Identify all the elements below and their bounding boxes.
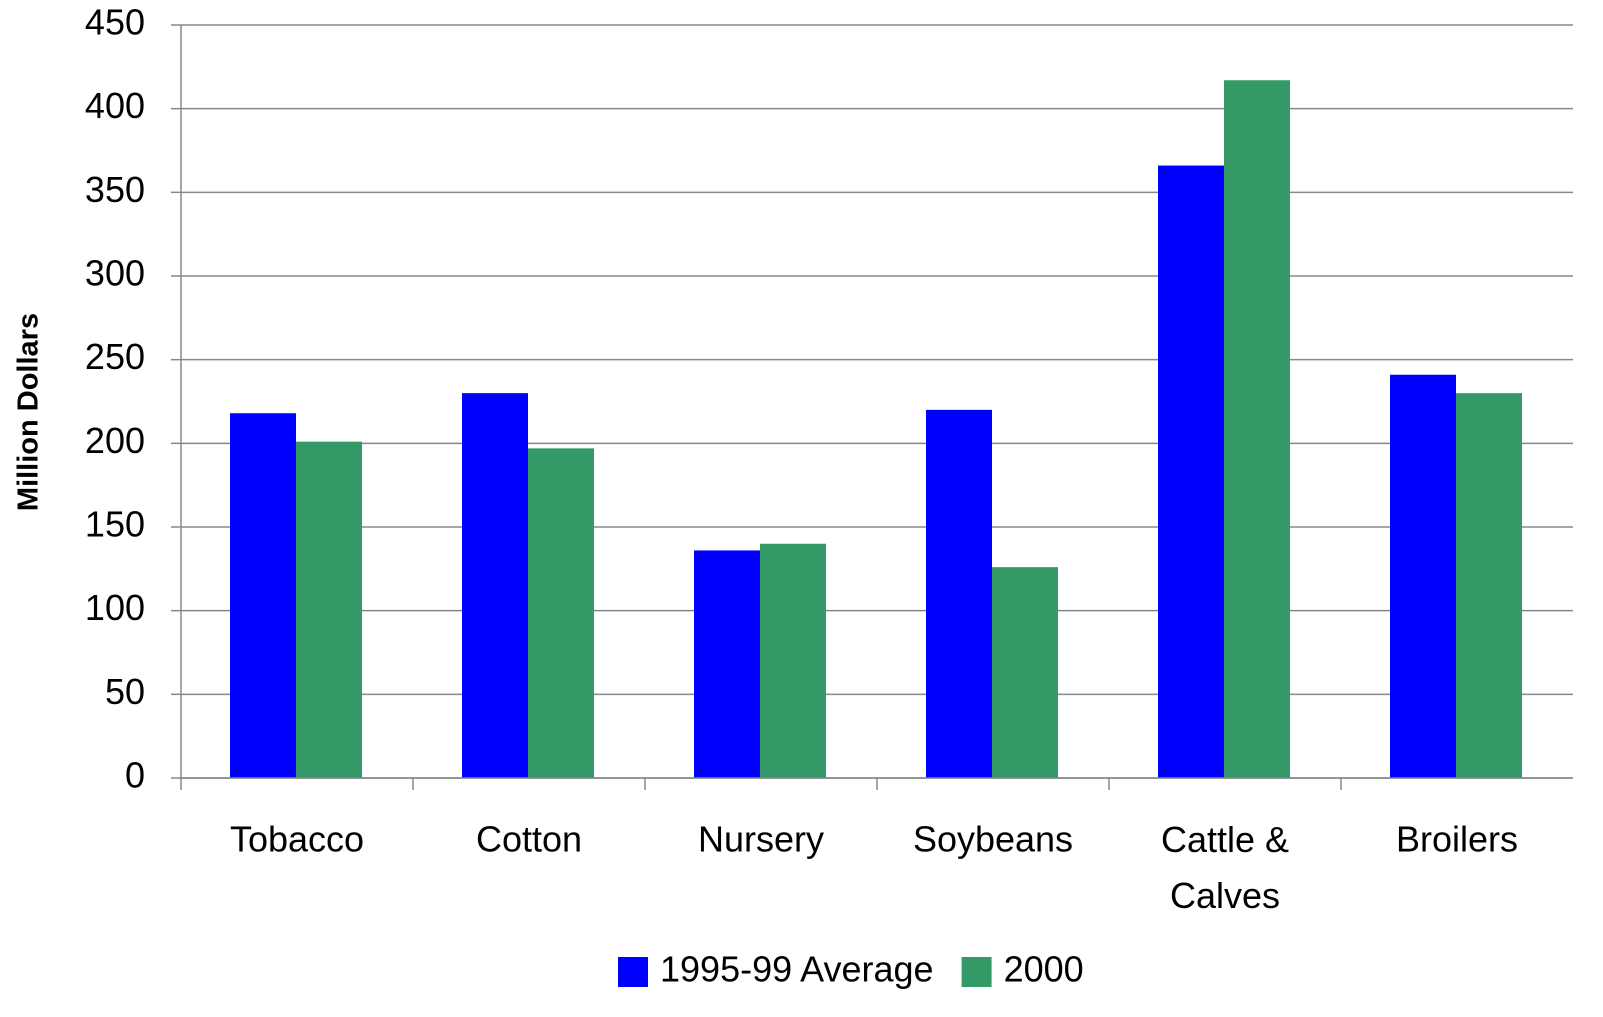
y-tick-label: 100	[85, 587, 145, 628]
bar	[694, 550, 760, 778]
y-tick-label: 0	[125, 755, 145, 796]
bar	[926, 409, 992, 778]
legend-label: 2000	[1004, 949, 1084, 990]
y-tick-label: 300	[85, 253, 145, 294]
bar	[296, 441, 362, 778]
x-tick-label: Tobacco	[230, 819, 364, 860]
bar	[528, 448, 594, 778]
x-tick-label: Soybeans	[913, 819, 1073, 860]
legend-swatch	[961, 957, 992, 987]
y-tick-label: 450	[85, 2, 145, 43]
y-tick-label: 150	[85, 504, 145, 545]
bar	[1158, 165, 1224, 778]
y-tick-label: 350	[85, 169, 145, 210]
y-tick-label: 400	[85, 85, 145, 126]
y-tick-label: 250	[85, 336, 145, 377]
bar	[1390, 374, 1456, 778]
x-tick-label: Cotton	[476, 819, 582, 860]
y-tick-label: 200	[85, 420, 145, 461]
legend-label: 1995-99 Average	[660, 949, 934, 990]
bar	[1456, 393, 1522, 778]
y-tick-label: 50	[105, 671, 145, 712]
bar	[1224, 80, 1290, 779]
bar	[230, 413, 296, 778]
bar	[760, 543, 826, 778]
legend-swatch	[618, 957, 648, 987]
bar	[992, 567, 1058, 778]
bar	[462, 393, 528, 778]
y-axis-label: Million Dollars	[13, 313, 45, 511]
x-tick-label: Nursery	[698, 819, 824, 860]
x-tick-label: Cattle & Calves	[1161, 819, 1289, 916]
x-tick-label: Broilers	[1396, 819, 1518, 860]
